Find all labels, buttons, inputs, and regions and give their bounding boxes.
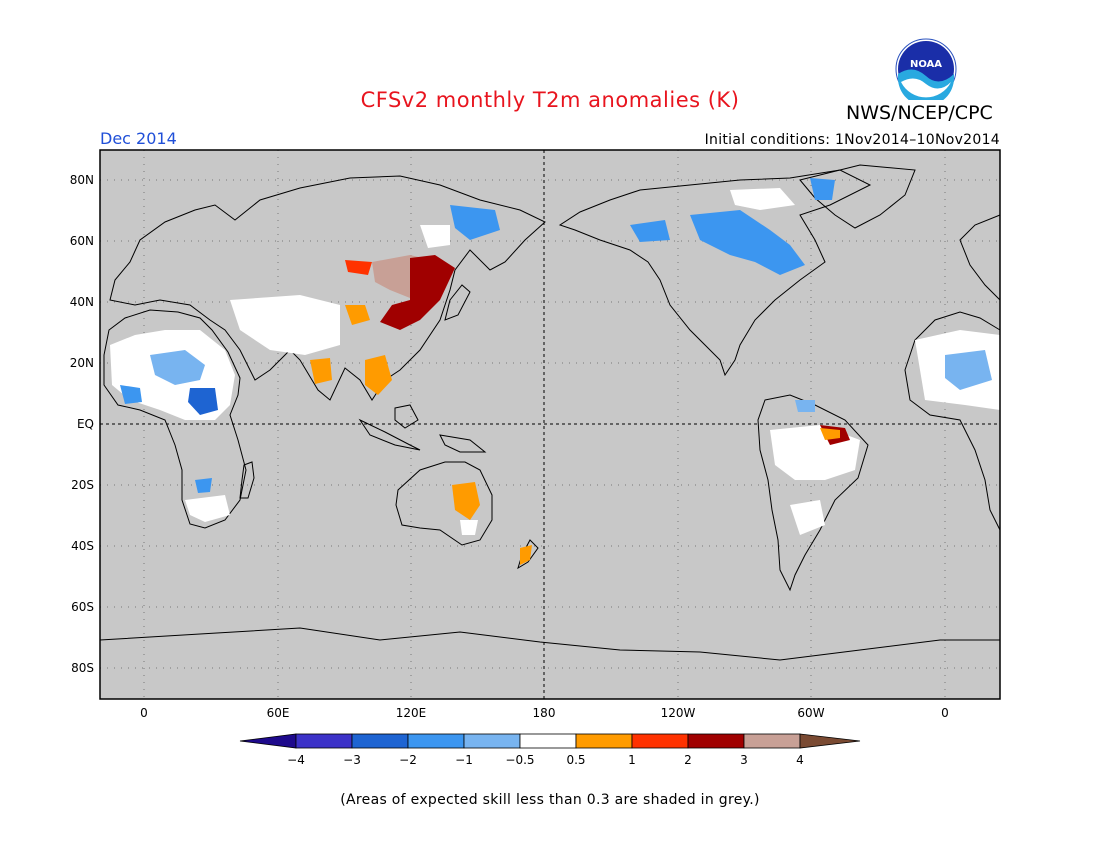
lon-label: 60E (267, 706, 290, 720)
colorbar-low-arrow (239, 733, 297, 749)
chart-title: CFSv2 monthly T2m anomalies (K) (360, 88, 740, 112)
lon-label: 120E (396, 706, 427, 720)
agency-label: NWS/NCEP/CPC (846, 102, 993, 124)
greenland-outline (799, 164, 916, 229)
madagascar-outline (239, 461, 255, 499)
colorbar-tick-label: 4 (796, 753, 804, 767)
brazil-orange (820, 428, 840, 440)
forecast-month: Dec 2014 (100, 129, 177, 148)
lat-label: 80N (70, 173, 94, 187)
eurasia-outline (109, 175, 546, 401)
south-america-cool (795, 400, 815, 412)
africa-south-cool (195, 478, 212, 493)
colorbar: −4 −3 −2 −1 −0.5 0.5 1 2 3 4 (239, 733, 861, 767)
colorbar-bin (295, 733, 353, 749)
africa-east-edge-cool (945, 350, 992, 390)
noaa-logo-icon: NOAA (895, 38, 957, 106)
lat-label: 60N (70, 234, 94, 248)
south-america-near-normal (790, 500, 825, 535)
colorbar-bin (631, 733, 689, 749)
lat-label: 20N (70, 356, 94, 370)
siberia-cool (450, 205, 500, 240)
africa-south-near-normal (185, 495, 230, 522)
europe-east-edge-outline (959, 214, 1001, 301)
colorbar-bin (687, 733, 745, 749)
colorbar-tick-label: 3 (740, 753, 748, 767)
new-zealand-orange (520, 545, 532, 565)
africa-cool-2 (188, 388, 218, 415)
colorbar-tick-label: 1 (628, 753, 636, 767)
lat-label: 40S (71, 539, 94, 553)
noaa-logo-text: NOAA (910, 59, 942, 70)
colorbar-bin (575, 733, 633, 749)
lat-label: 60S (71, 600, 94, 614)
se-asia-orange (365, 355, 392, 395)
south-america-outline (757, 394, 869, 592)
colorbar-tick-label: 0.5 (566, 753, 585, 767)
new-guinea-outline (439, 434, 487, 453)
colorbar-tick-label: −3 (343, 753, 361, 767)
map-frame (99, 149, 1001, 700)
africa-outline (103, 309, 247, 529)
borneo-outline (394, 404, 419, 429)
initial-conditions: Initial conditions: 1Nov2014–10Nov2014 (704, 132, 1000, 148)
africa-east-edge-outline (904, 311, 1001, 531)
colorbar-bin (463, 733, 521, 749)
china-warm (380, 255, 455, 330)
australia-near-normal (460, 520, 478, 535)
colorbar-bin (407, 733, 465, 749)
africa-cool (150, 350, 205, 385)
lon-label: 0 (140, 706, 148, 720)
north-america-outline (558, 169, 872, 377)
lon-label: 120W (661, 706, 696, 720)
colorbar-tick-label: 2 (684, 753, 692, 767)
lat-label: 40N (70, 295, 94, 309)
colorbar-bin (351, 733, 409, 749)
indonesia-outline (358, 418, 421, 451)
footnote: (Areas of expected skill less than 0.3 a… (340, 792, 760, 808)
lon-label: 60W (797, 706, 824, 720)
asia-near-normal (230, 295, 340, 355)
china-orange (345, 305, 370, 325)
lon-label: 0 (941, 706, 949, 720)
japan-outline (444, 284, 471, 321)
colorbar-tick-label: −0.5 (505, 753, 534, 767)
greenland-cool (810, 178, 835, 200)
china-warm-2 (345, 260, 372, 275)
colorbar-tick-label: −1 (455, 753, 473, 767)
india-orange (310, 358, 332, 384)
colorbar-tick-label: −4 (287, 753, 305, 767)
lon-label: 180 (533, 706, 556, 720)
lat-label: 20S (71, 478, 94, 492)
siberia-near-normal (420, 225, 450, 248)
australia-orange (452, 482, 480, 520)
colorbar-tick-label: −2 (399, 753, 417, 767)
australia-outline (395, 461, 493, 546)
colorbar-high-arrow (799, 733, 861, 749)
lat-label: EQ (77, 417, 94, 431)
colorbar-bin (743, 733, 801, 749)
canada-cool (690, 210, 805, 275)
alaska-cool (630, 220, 670, 242)
canada-near-normal (730, 188, 795, 210)
colorbar-bin (519, 733, 577, 749)
africa-cool-3 (120, 385, 142, 404)
lat-label: 80S (71, 661, 94, 675)
